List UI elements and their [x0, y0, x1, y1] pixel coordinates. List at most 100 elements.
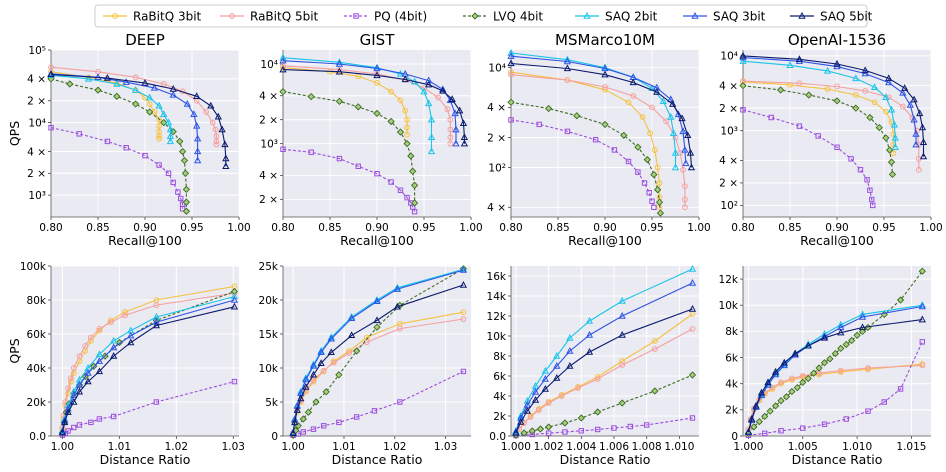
point-saq5 — [910, 95, 918, 103]
point-saq5 — [61, 418, 69, 426]
point-pq4 — [374, 170, 380, 177]
series-rabitq5 — [508, 71, 688, 211]
point-lvq4 — [618, 399, 626, 407]
point-saq2 — [891, 143, 899, 150]
point-pq4 — [821, 421, 828, 427]
chart-panel-6: 1.00 1.01 1.02 1.03 0 5k 10k 15k 20k 25k Distance … — [259, 261, 471, 467]
point-rabitq5 — [834, 83, 840, 90]
point-lvq4 — [279, 88, 287, 96]
x-tick-label: 0.85 — [546, 222, 569, 234]
series-group — [289, 265, 468, 439]
point-rabitq5 — [564, 77, 571, 83]
point-saq3 — [190, 110, 198, 118]
point-saq5 — [771, 367, 780, 375]
point-pq4 — [625, 158, 632, 165]
point-rabitq5 — [651, 346, 658, 352]
point-pq4 — [411, 208, 418, 215]
point-saq5 — [919, 138, 928, 145]
x-tick-label: 0.90 — [825, 222, 848, 234]
point-saq3 — [122, 78, 130, 85]
y-axis-label: QPS — [7, 121, 22, 146]
point-rabitq3 — [156, 116, 163, 123]
x-tick-label: 0.95 — [872, 222, 895, 234]
point-saq3 — [667, 95, 675, 103]
y-tick-label: 100k — [20, 261, 47, 273]
point-saq5 — [459, 119, 468, 127]
x-tick-label: 1.02 — [165, 441, 188, 453]
point-lvq4 — [594, 408, 602, 416]
series-saq2 — [512, 264, 697, 434]
point-saq3 — [910, 115, 918, 123]
point-pq4 — [48, 124, 54, 131]
point-saq2 — [585, 316, 594, 324]
point-pq4 — [778, 428, 784, 434]
point-saq2 — [553, 351, 561, 359]
point-pq4 — [796, 123, 803, 129]
point-saq5 — [279, 65, 287, 73]
point-saq2 — [804, 340, 812, 348]
point-rabitq5 — [310, 377, 317, 384]
point-rabitq5 — [682, 183, 688, 190]
legend-item-saq3: SAQ 3bit — [683, 10, 766, 24]
point-saq2 — [110, 336, 118, 344]
point-pq4 — [870, 202, 876, 209]
point-rabitq3 — [882, 108, 889, 115]
point-lvq4 — [387, 117, 395, 126]
y-tick-label: 4 × — [719, 80, 738, 92]
point-saq2 — [146, 93, 154, 101]
x-axis-label: Recall@100 — [800, 233, 874, 248]
point-rabitq5 — [630, 93, 637, 99]
y-tick-label: 2 × — [27, 168, 46, 180]
series-line-rabitq5 — [50, 66, 217, 145]
point-lvq4 — [799, 378, 807, 387]
point-pq4 — [641, 180, 648, 186]
point-rabitq5 — [447, 134, 454, 141]
point-rabitq3 — [656, 180, 663, 186]
point-saq5 — [448, 95, 456, 103]
point-lvq4 — [882, 134, 890, 142]
point-lvq4 — [94, 86, 102, 94]
point-saq3 — [679, 127, 687, 135]
point-rabitq5 — [796, 80, 803, 87]
point-saq5 — [460, 139, 469, 147]
y-tick-label: 0.0 — [489, 431, 506, 443]
point-lvq4 — [180, 156, 189, 165]
x-tick-label: 0.80 — [271, 222, 294, 234]
legend-item-pq4: PQ (4bit) — [344, 10, 427, 24]
point-rabitq5 — [65, 385, 71, 392]
y-tick-label: 4 × — [487, 202, 506, 214]
point-lvq4 — [396, 128, 405, 136]
series-saq5 — [744, 315, 926, 435]
point-pq4 — [460, 368, 467, 375]
point-rabitq5 — [558, 393, 565, 399]
point-lvq4 — [146, 108, 154, 116]
point-pq4 — [897, 386, 904, 392]
point-saq5 — [141, 79, 149, 86]
point-pq4 — [508, 117, 514, 123]
point-saq3 — [373, 64, 381, 72]
series-lvq4 — [507, 98, 665, 217]
point-saq3 — [230, 295, 239, 303]
point-saq5 — [517, 417, 525, 425]
y-tick-label: 10⁴ — [488, 62, 506, 74]
point-saq3 — [585, 330, 594, 338]
point-saq2 — [870, 83, 879, 91]
point-saq3 — [912, 130, 920, 137]
point-saq5 — [439, 86, 447, 94]
point-saq3 — [452, 125, 460, 133]
point-rabitq5 — [545, 400, 552, 406]
point-saq5 — [780, 358, 788, 366]
x-tick-label: 0.90 — [133, 222, 156, 234]
point-rabitq5 — [213, 138, 220, 145]
plot-area — [51, 266, 239, 436]
point-pq4 — [857, 167, 864, 173]
point-pq4 — [919, 339, 926, 345]
point-saq2 — [393, 283, 401, 291]
point-saq3 — [193, 121, 201, 129]
series-line-saq5 — [282, 69, 465, 144]
point-rabitq3 — [651, 338, 658, 344]
point-lvq4 — [536, 425, 545, 433]
point-lvq4 — [887, 158, 896, 166]
point-pq4 — [320, 423, 327, 429]
y-tick-label: 40k — [27, 363, 47, 375]
